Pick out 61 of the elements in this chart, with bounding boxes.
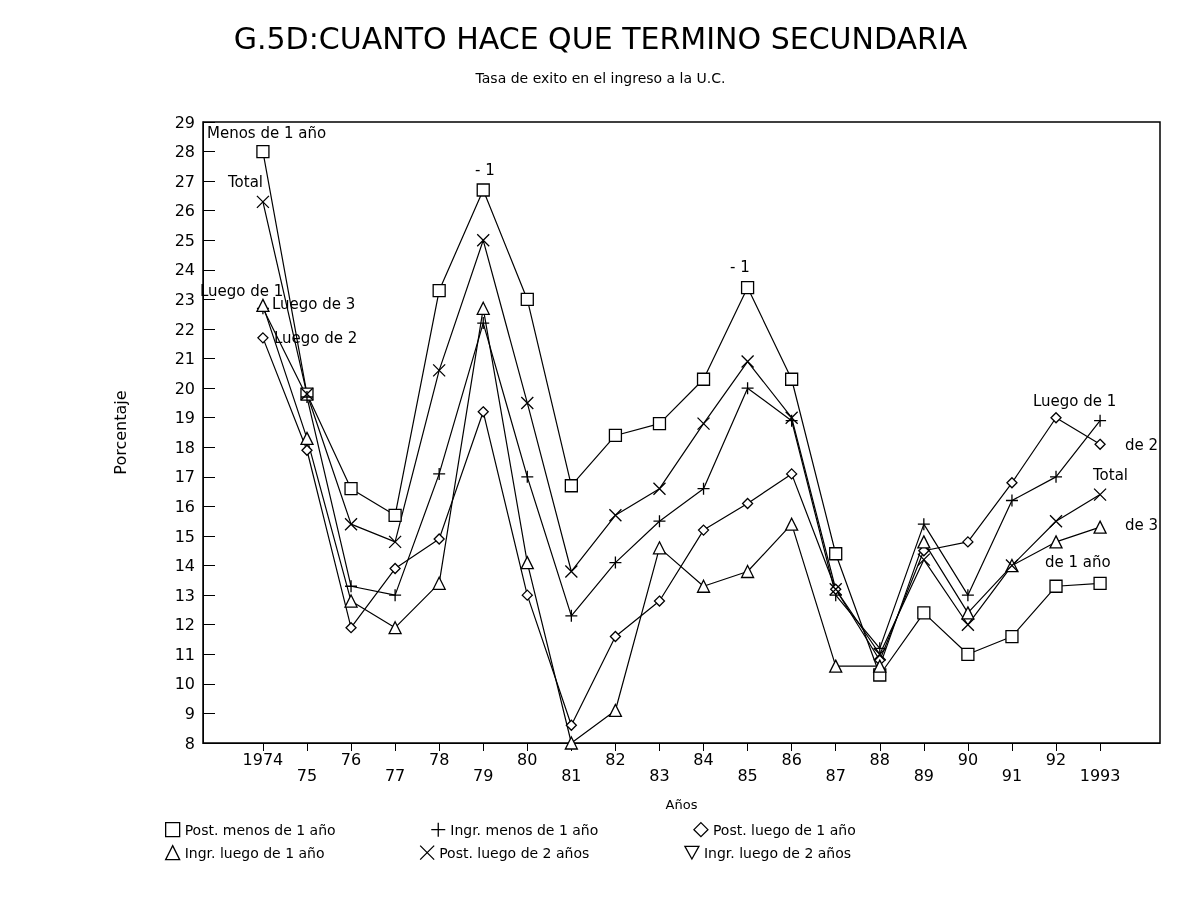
y-tick-label: 26 <box>174 201 195 221</box>
x-axis-title: Años <box>665 797 698 812</box>
y-tick-label: 13 <box>174 585 195 605</box>
x-tick-label: 90 <box>957 749 979 769</box>
annotation: de 2 <box>1125 436 1159 454</box>
x-tick-label: 83 <box>649 765 670 785</box>
x-tick-label: 1993 <box>1079 765 1121 785</box>
y-tick-label: 9 <box>184 703 195 723</box>
annotation: de 3 <box>1125 516 1159 534</box>
x-tick-label: 87 <box>825 765 846 785</box>
y-tick-label: 19 <box>174 408 195 428</box>
x-tick-label: 75 <box>296 765 318 785</box>
y-tick-label: 10 <box>174 674 195 694</box>
y-tick-label: 27 <box>174 171 195 191</box>
y-tick-label: 25 <box>174 230 195 250</box>
y-tick-label: 23 <box>174 289 195 309</box>
annotation: Total <box>227 173 264 191</box>
annotation: - 1 <box>730 258 750 276</box>
annotation: Menos de 1 año <box>207 124 327 142</box>
x-tick-label: 92 <box>1045 749 1067 769</box>
y-tick-label: 24 <box>174 260 195 280</box>
legend-label: Post. luego de 2 años <box>439 844 590 861</box>
x-tick-label: 76 <box>340 749 362 769</box>
legend-label: Post. luego de 1 año <box>712 821 856 838</box>
x-tick-label: 78 <box>428 749 450 769</box>
y-tick-label: 18 <box>174 437 195 457</box>
x-tick-label: 89 <box>913 765 935 785</box>
x-tick-label: 1974 <box>242 749 284 769</box>
annotation: Total <box>1092 466 1129 484</box>
x-tick-label: 80 <box>517 749 538 769</box>
y-tick-label: 28 <box>174 142 195 162</box>
annotation: de 1 año <box>1045 553 1111 571</box>
chart-subtitle: Tasa de exito en el ingreso a la U.C. <box>474 70 726 86</box>
x-tick-label: 85 <box>737 765 758 785</box>
legend-label: Ingr. menos de 1 año <box>450 821 599 838</box>
y-tick-label: 12 <box>174 615 195 635</box>
x-tick-label: 77 <box>384 765 406 785</box>
x-tick-label: 82 <box>605 749 626 769</box>
x-tick-label: 81 <box>561 765 582 785</box>
annotation: Luego de 1 <box>1033 392 1117 410</box>
y-tick-label: 17 <box>174 467 195 487</box>
x-tick-label: 88 <box>869 749 890 769</box>
y-tick-label: 15 <box>174 526 195 546</box>
legend-label: Ingr. luego de 2 años <box>703 844 852 861</box>
x-tick-label: 91 <box>1001 765 1023 785</box>
chart-title: G.5D:CUANTO HACE QUE TERMINO SECUNDARIA <box>233 20 968 56</box>
annotation: - 1 <box>475 161 495 179</box>
legend-label: Ingr. luego de 1 año <box>184 844 325 861</box>
y-tick-label: 8 <box>184 733 195 753</box>
y-tick-label: 22 <box>174 319 195 339</box>
x-tick-label: 84 <box>693 749 714 769</box>
y-tick-label: 21 <box>174 349 195 369</box>
x-tick-label: 86 <box>781 749 802 769</box>
y-tick-label: 16 <box>174 496 195 516</box>
legend-label: Post. menos de 1 año <box>184 821 336 838</box>
x-tick-label: 79 <box>473 765 494 785</box>
y-tick-label: 29 <box>174 112 195 132</box>
y-axis-title: Porcentaje <box>110 390 130 475</box>
y-tick-label: 20 <box>174 378 195 398</box>
y-tick-label: 11 <box>174 644 195 664</box>
y-tick-label: 14 <box>174 556 195 576</box>
